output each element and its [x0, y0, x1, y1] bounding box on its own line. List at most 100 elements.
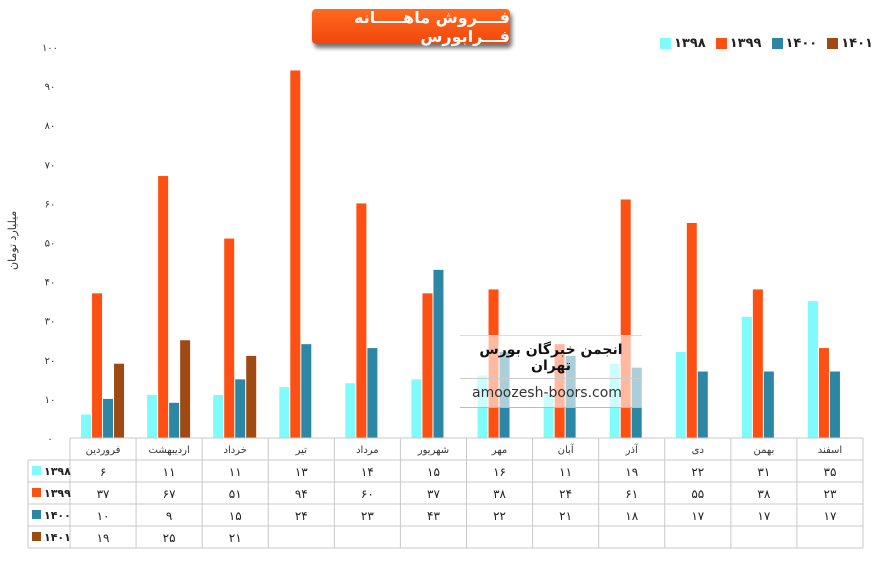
data-label: ۱۷	[824, 509, 837, 523]
table-swatch-۱۴۰۱	[32, 532, 41, 541]
bar-۱۴۰۰-3	[301, 344, 312, 438]
y-tick-label: ۴۰	[45, 278, 56, 289]
x-tick-label: تیر	[295, 445, 308, 456]
data-label: ۲۱	[229, 531, 242, 545]
bar-۱۳۹۹-9	[686, 222, 697, 438]
data-label: ۱۰	[97, 509, 110, 523]
x-tick-label: دی	[692, 445, 704, 456]
data-label: ۳۷	[97, 487, 110, 501]
y-tick-label: ۱۰	[45, 395, 56, 406]
data-label: ۴۳	[427, 509, 440, 523]
data-label: ۲۴	[295, 509, 308, 523]
data-label: ۳۷	[427, 487, 440, 501]
y-tick-label: ۹۰	[45, 82, 56, 93]
x-tick-label: اسفند	[818, 445, 842, 456]
data-label: ۱۹	[625, 465, 638, 479]
x-tick-label: آبان	[558, 443, 575, 456]
watermark: انجمن خبرگان بورس تهران amoozesh-boors.c…	[460, 335, 642, 408]
x-tick-label: فروردین	[86, 445, 121, 456]
bar-۱۳۹۸-2	[213, 394, 224, 438]
x-tick-label: اردیبهشت	[149, 445, 190, 456]
bar-۱۳۹۸-5	[411, 379, 422, 438]
bar-۱۳۹۹-10	[752, 289, 763, 438]
legend-item-1401: ۱۴۰۱	[827, 36, 873, 51]
table-series-name: ۱۴۰۰	[44, 509, 71, 522]
legend-swatch-1400	[771, 38, 783, 49]
bar-۱۴۰۰-9	[697, 371, 708, 438]
table-series-name: ۱۳۹۹	[44, 487, 71, 500]
bar-۱۳۹۹-3	[290, 70, 301, 439]
data-label: ۹	[166, 509, 172, 523]
bar-۱۳۹۸-9	[675, 351, 686, 438]
data-label: ۶	[100, 465, 106, 479]
data-label: ۶۰	[361, 487, 374, 501]
bar-۱۳۹۹-0	[92, 293, 103, 438]
bar-۱۴۰۰-2	[235, 379, 246, 438]
data-label: ۱۱	[163, 465, 176, 479]
y-tick-label: ۶۰	[45, 199, 56, 210]
bar-۱۴۰۱-0	[114, 363, 125, 438]
bar-۱۳۹۸-11	[807, 301, 818, 438]
legend-item-1398: ۱۳۹۸	[660, 36, 706, 51]
table-swatch-۱۳۹۸	[32, 466, 41, 475]
table-series-name: ۱۳۹۸	[44, 465, 71, 478]
bar-۱۳۹۸-10	[741, 316, 752, 438]
data-label: ۲۴	[559, 487, 572, 501]
data-label: ۳۸	[757, 487, 770, 501]
data-label: ۶۱	[625, 487, 638, 501]
y-tick-label: ۲۰	[45, 356, 56, 367]
data-label: ۳۵	[824, 465, 837, 479]
legend-label-1398: ۱۳۹۸	[674, 36, 706, 51]
bar-۱۳۹۹-1	[158, 176, 169, 438]
data-label: ۱۹	[97, 531, 110, 545]
bar-۱۴۰۰-4	[367, 348, 378, 438]
bar-۱۴۰۱-2	[246, 355, 257, 438]
y-tick-label: ۳۰	[45, 317, 56, 328]
table-swatch-۱۴۰۰	[32, 510, 41, 519]
y-tick-label: ۱۰۰	[42, 43, 58, 54]
legend-swatch-1398	[660, 38, 671, 49]
bar-۱۳۹۸-1	[147, 394, 158, 438]
data-label: ۲۱	[559, 509, 572, 523]
data-label: ۱۷	[757, 509, 770, 523]
data-label: ۲۵	[163, 531, 176, 545]
data-label: ۱۸	[625, 509, 638, 523]
bar-۱۴۰۰-10	[763, 371, 774, 438]
chart-title: فــــروش ماهـــــانه فـــرابورس	[312, 8, 510, 46]
bar-۱۳۹۸-0	[81, 414, 92, 438]
legend-item-1400: ۱۴۰۰	[771, 36, 818, 51]
data-label: ۱۵	[229, 509, 242, 523]
bar-۱۴۰۰-11	[829, 371, 840, 438]
x-tick-label: خرداد	[224, 445, 247, 456]
data-label: ۱۵	[427, 465, 440, 479]
data-label: ۶۷	[163, 487, 176, 501]
data-label: ۱۳	[295, 465, 308, 479]
x-tick-label: بهمن	[753, 445, 774, 456]
y-tick-label: ۷۰	[45, 160, 56, 171]
bar-۱۳۹۸-4	[345, 383, 356, 438]
data-label: ۹۴	[295, 487, 308, 501]
bar-۱۴۰۰-1	[169, 402, 180, 438]
table-swatch-۱۳۹۹	[32, 488, 41, 497]
x-tick-label: مهر	[491, 445, 507, 456]
data-label: ۱۷	[691, 509, 704, 523]
legend-swatch-1401	[827, 38, 839, 49]
bar-۱۳۹۹-4	[356, 203, 367, 438]
bar-۱۳۹۸-7	[543, 394, 554, 438]
y-tick-label: ۸۰	[45, 121, 56, 132]
x-tick-label: شهریور	[417, 445, 449, 456]
legend-label-1401: ۱۴۰۱	[841, 36, 873, 51]
watermark-name: انجمن خبرگان بورس تهران	[460, 336, 642, 379]
legend: ۱۳۹۸ ۱۳۹۹ ۱۴۰۰ ۱۴۰۱	[660, 36, 873, 51]
data-label: ۳۸	[493, 487, 506, 501]
x-tick-label: مرداد	[356, 445, 379, 456]
data-label: ۲۳	[824, 487, 837, 501]
legend-label-1400: ۱۴۰۰	[785, 36, 818, 51]
data-label: ۲۳	[361, 509, 374, 523]
bar-۱۴۰۰-0	[103, 398, 114, 438]
x-tick-label: آذر	[625, 443, 639, 456]
data-label: ۱۶	[493, 465, 506, 479]
legend-label-1399: ۱۳۹۹	[729, 36, 762, 51]
bar-۱۳۹۹-11	[818, 348, 829, 438]
bar-۱۳۹۹-8	[620, 199, 631, 438]
